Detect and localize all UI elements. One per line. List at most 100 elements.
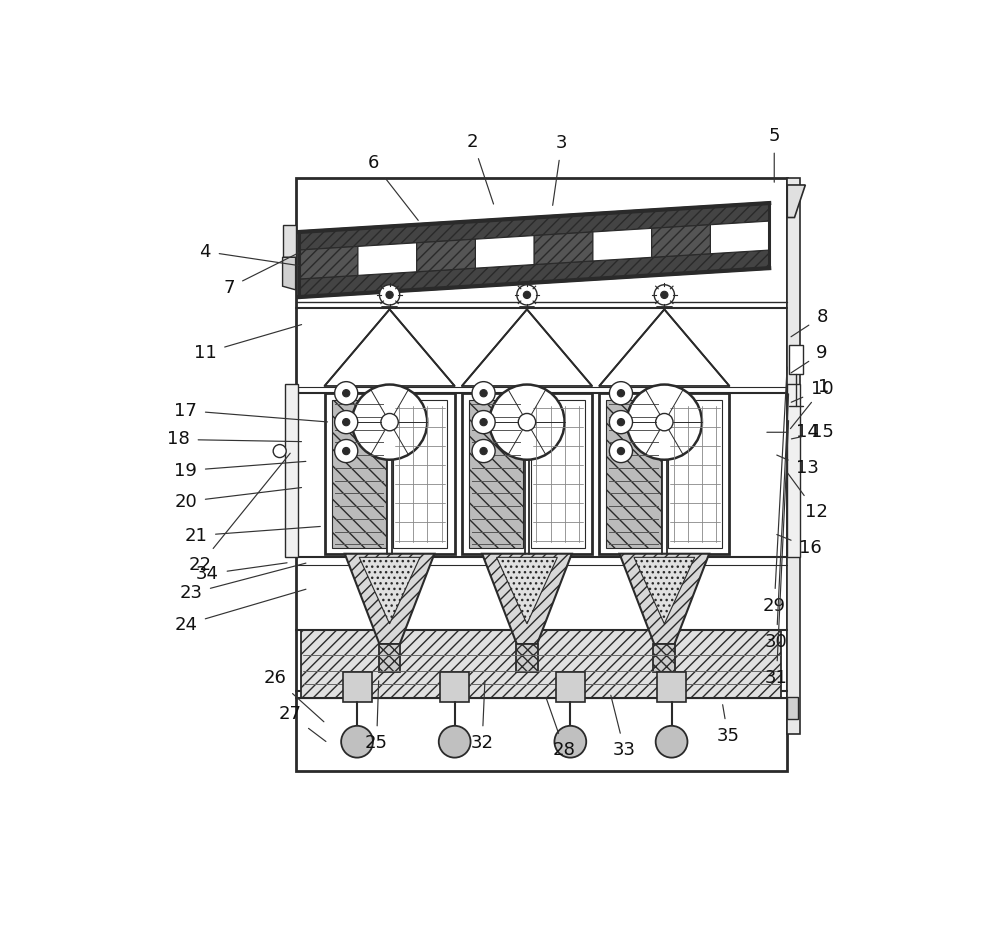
Polygon shape	[462, 309, 592, 386]
Text: 7: 7	[223, 253, 299, 297]
Bar	[393, 400, 447, 548]
Text: 9: 9	[791, 344, 828, 373]
Text: 13: 13	[777, 455, 819, 477]
Circle shape	[480, 419, 487, 425]
Circle shape	[352, 385, 427, 460]
Bar	[668, 400, 722, 548]
Circle shape	[617, 419, 625, 425]
Circle shape	[661, 291, 668, 299]
Bar	[556, 671, 585, 702]
Text: 24: 24	[174, 589, 306, 634]
Text: 20: 20	[174, 487, 302, 511]
Text: 12: 12	[787, 473, 828, 521]
Polygon shape	[534, 232, 593, 265]
Bar	[653, 644, 675, 671]
Text: 2: 2	[467, 132, 494, 204]
Circle shape	[480, 448, 487, 454]
Polygon shape	[299, 203, 769, 297]
Polygon shape	[475, 236, 534, 269]
Text: 33: 33	[611, 695, 636, 760]
Bar	[285, 384, 298, 558]
Bar	[343, 671, 372, 702]
Circle shape	[609, 410, 633, 434]
Bar	[789, 346, 803, 375]
Polygon shape	[299, 250, 769, 297]
Bar	[469, 400, 523, 548]
Text: 16: 16	[777, 534, 822, 557]
Text: 29: 29	[763, 367, 787, 615]
Text: 17: 17	[174, 402, 328, 422]
Circle shape	[343, 448, 350, 454]
Text: 18: 18	[167, 430, 301, 449]
Text: 15: 15	[791, 423, 833, 441]
Circle shape	[518, 413, 536, 431]
Polygon shape	[787, 185, 805, 218]
Text: 1: 1	[790, 378, 829, 428]
Circle shape	[472, 410, 495, 434]
Bar	[283, 224, 296, 257]
Polygon shape	[497, 558, 557, 623]
Circle shape	[472, 439, 495, 463]
Circle shape	[609, 439, 633, 463]
Bar	[325, 393, 455, 554]
Circle shape	[381, 413, 398, 431]
Circle shape	[335, 439, 358, 463]
Circle shape	[273, 444, 286, 457]
Circle shape	[489, 385, 565, 460]
Text: 25: 25	[365, 681, 388, 752]
Text: 4: 4	[199, 242, 299, 266]
Polygon shape	[359, 558, 420, 623]
Circle shape	[627, 385, 702, 460]
Bar	[606, 400, 661, 548]
Circle shape	[379, 285, 400, 305]
Circle shape	[617, 390, 625, 397]
Bar	[332, 400, 386, 548]
Polygon shape	[299, 203, 769, 250]
Polygon shape	[710, 221, 769, 254]
Text: 11: 11	[194, 325, 302, 362]
Polygon shape	[482, 554, 572, 644]
Circle shape	[343, 390, 350, 397]
Polygon shape	[358, 243, 417, 275]
Polygon shape	[652, 224, 710, 257]
Circle shape	[439, 726, 471, 758]
Bar	[440, 671, 469, 702]
Circle shape	[480, 390, 487, 397]
Polygon shape	[345, 554, 434, 644]
Circle shape	[386, 291, 393, 299]
Text: 19: 19	[174, 461, 306, 480]
Text: 34: 34	[196, 562, 287, 583]
Text: 35: 35	[716, 704, 739, 745]
Circle shape	[656, 413, 673, 431]
Text: 22: 22	[189, 454, 290, 574]
Circle shape	[654, 285, 674, 305]
Circle shape	[343, 419, 350, 425]
Circle shape	[617, 448, 625, 454]
Circle shape	[517, 285, 537, 305]
Text: 3: 3	[553, 134, 567, 206]
Circle shape	[335, 410, 358, 434]
Text: 26: 26	[264, 670, 324, 722]
Bar	[787, 697, 798, 718]
Text: 8: 8	[791, 308, 828, 337]
Bar	[379, 644, 400, 671]
Text: 23: 23	[179, 563, 306, 603]
Bar	[301, 630, 781, 699]
Bar	[531, 400, 585, 548]
Circle shape	[523, 291, 531, 299]
Polygon shape	[634, 558, 695, 623]
Text: 21: 21	[184, 527, 320, 545]
Circle shape	[554, 726, 586, 758]
Polygon shape	[417, 239, 475, 271]
Polygon shape	[299, 246, 358, 279]
Text: 14: 14	[767, 423, 819, 441]
Polygon shape	[325, 309, 455, 386]
Circle shape	[609, 381, 633, 405]
Bar	[657, 671, 686, 702]
Polygon shape	[599, 309, 729, 386]
Text: 6: 6	[368, 154, 418, 221]
Polygon shape	[593, 228, 652, 261]
Polygon shape	[283, 257, 296, 290]
Bar	[787, 384, 800, 558]
Bar	[296, 177, 787, 771]
